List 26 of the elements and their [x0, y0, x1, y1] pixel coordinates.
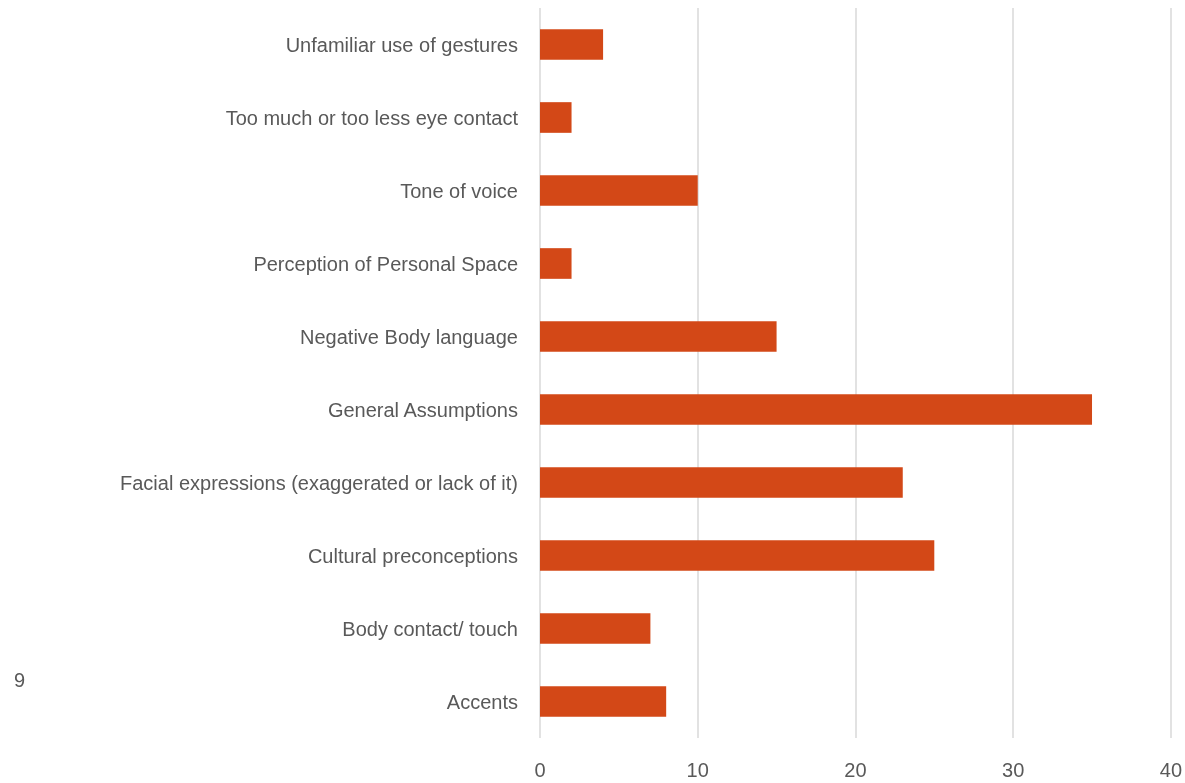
x-tick-label: 0	[534, 759, 546, 781]
bar	[540, 321, 777, 352]
y-tick-label: Negative Body language	[300, 325, 518, 348]
y-tick-label: Accents	[446, 690, 518, 713]
bar	[540, 29, 604, 60]
x-tick-label: 40	[1159, 759, 1182, 781]
x-tick-label: 30	[1002, 759, 1025, 781]
y-tick-label: General Assumptions	[327, 398, 518, 421]
bar	[540, 686, 667, 717]
bar	[540, 175, 698, 206]
y-tick-label: Tone of voice	[400, 179, 518, 202]
y-tick-label: Unfamiliar use of gestures	[285, 33, 518, 56]
bar	[540, 102, 572, 133]
y-tick-label: Facial expressions (exaggerated or lack of it)	[120, 471, 518, 494]
x-tick-label: 10	[686, 759, 709, 781]
bar	[540, 540, 935, 571]
bar	[540, 394, 1093, 425]
y-tick-label: Too much or too less eye contact	[225, 106, 519, 129]
x-tick-label: 20	[844, 759, 867, 781]
y-tick-label: Cultural preconceptions	[307, 544, 518, 567]
bar	[540, 613, 651, 644]
y-tick-label: Body contact/ touch	[342, 617, 518, 640]
bar	[540, 248, 572, 279]
bar	[540, 467, 903, 498]
y-tick-label: Perception of Personal Space	[253, 252, 518, 275]
text: 9	[14, 669, 26, 691]
